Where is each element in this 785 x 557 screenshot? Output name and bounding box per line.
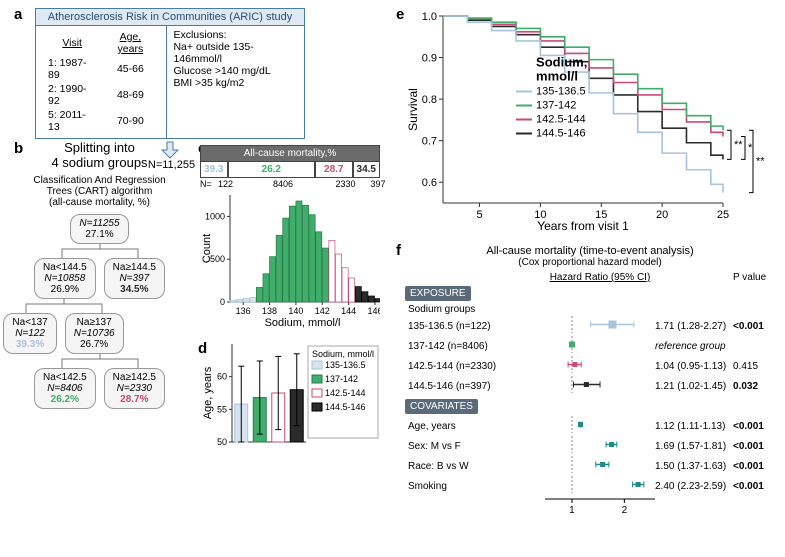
svg-text:0.8: 0.8: [422, 94, 437, 106]
svg-text:1000: 1000: [205, 211, 225, 221]
svg-text:142.5-144: 142.5-144: [325, 388, 366, 398]
svg-text:*: *: [748, 142, 753, 154]
svg-text:55: 55: [217, 404, 227, 414]
svg-text:Sodium, mmol/l: Sodium, mmol/l: [312, 349, 374, 359]
panel-letter-e: e: [396, 6, 404, 23]
svg-text:**: **: [734, 139, 743, 151]
svg-text:0.6: 0.6: [422, 177, 437, 189]
svg-text:0.7: 0.7: [422, 136, 437, 148]
svg-text:1: 1: [569, 505, 575, 516]
cart-node: Na≥142.5N=233028.7%: [104, 368, 165, 409]
panel-f-title: All-cause mortality (time-to-event analy…: [405, 245, 775, 257]
cart-node: Na<137N=12239.3%: [3, 313, 56, 354]
svg-text:146: 146: [367, 306, 380, 316]
svg-text:136: 136: [236, 306, 251, 316]
covariates-section: COVARIATES: [405, 399, 478, 414]
exclusions-title: Exclusions:: [173, 29, 298, 41]
cart-node: N=1125527.1%: [70, 214, 128, 244]
panel-b-sub2: Trees (CART) algorithm: [12, 186, 187, 197]
svg-text:0.9: 0.9: [422, 53, 437, 65]
panel-f-forest: All-cause mortality (time-to-event analy…: [405, 245, 775, 519]
svg-text:Survival: Survival: [406, 88, 420, 131]
panel-f-subtitle: (Cox proportional hazard model): [405, 257, 775, 268]
svg-text:137-142: 137-142: [536, 99, 576, 111]
svg-text:25: 25: [717, 209, 729, 221]
svg-text:144: 144: [341, 306, 356, 316]
svg-text:60: 60: [217, 372, 227, 382]
panel-b-cart-tree: Splitting into 4 sodium groups Classific…: [12, 140, 187, 411]
histogram-svg: 05001000136138140142144146Sodium, mmol/l…: [200, 190, 380, 330]
svg-text:**: **: [756, 155, 765, 167]
panel-d-barchart: 50 55 60Age, years Sodium, mmol/l135-136.5 1…: [200, 340, 380, 450]
panel-letter-f: f: [396, 242, 401, 259]
cart-node: Na<144.5N=1085826.9%: [34, 258, 96, 299]
aric-visits: VisitAge, years1: 1987-8945-662: 1990-92…: [36, 26, 167, 138]
svg-text:Count: Count: [201, 234, 213, 263]
aric-box: Atherosclerosis Risk in Communities (ARI…: [35, 8, 305, 139]
bar-svg: 50 55 60Age, years Sodium, mmol/l135-136.5 1…: [200, 340, 380, 450]
survival-svg: 5101520250.60.70.80.91.0Years from visit…: [405, 8, 765, 233]
svg-text:50: 50: [217, 437, 227, 447]
cart-node: Na≥144.5N=39734.5%: [104, 258, 165, 299]
svg-text:20: 20: [656, 209, 668, 221]
svg-text:140: 140: [288, 306, 303, 316]
svg-text:Sodium,: Sodium,: [536, 54, 587, 69]
panel-letter-a: a: [14, 6, 22, 23]
svg-text:135-136.5: 135-136.5: [325, 360, 366, 370]
panel-e-survival: 5101520250.60.70.80.91.0Years from visit…: [405, 8, 765, 228]
svg-text:mmol/l: mmol/l: [536, 68, 578, 83]
svg-text:144.5-146: 144.5-146: [325, 402, 366, 412]
aric-exclusions: Exclusions: Na+ outside 135-146mmol/lGlu…: [167, 26, 304, 138]
mortality-table: All-cause mortality,% 39.326.228.734.5 N…: [200, 145, 380, 190]
panel-b-sub1: Classification And Regression: [12, 175, 187, 186]
aric-title: Atherosclerosis Risk in Communities (ARI…: [36, 9, 304, 26]
svg-text:Years from visit 1: Years from visit 1: [537, 219, 629, 233]
svg-text:5: 5: [476, 209, 482, 221]
mortality-title: All-cause mortality,%: [200, 145, 380, 162]
svg-text:137-142: 137-142: [325, 374, 358, 384]
panel-b-sub3: (all-cause mortality, %): [12, 197, 187, 208]
svg-text:135-136.5: 135-136.5: [536, 85, 586, 97]
svg-text:2: 2: [622, 505, 628, 516]
svg-text:142: 142: [315, 306, 330, 316]
cart-node: Na≥137N=1073626.7%: [65, 313, 124, 354]
svg-text:1.0: 1.0: [422, 11, 437, 23]
svg-text:0: 0: [220, 297, 225, 307]
panel-c-histogram: All-cause mortality,% 39.326.228.734.5 N…: [200, 145, 380, 330]
cart-node: Na<142.5N=840626.2%: [34, 368, 96, 409]
svg-text:144.5-146: 144.5-146: [536, 127, 586, 139]
svg-text:142.5-144: 142.5-144: [536, 113, 586, 125]
panel-b-title1: Splitting into: [12, 140, 187, 155]
exposure-section: EXPOSURE: [405, 286, 471, 301]
svg-text:138: 138: [262, 306, 277, 316]
svg-text:Sodium, mmol/l: Sodium, mmol/l: [265, 317, 341, 329]
svg-text:Age, years: Age, years: [202, 366, 214, 419]
panel-b-title2: 4 sodium groups: [12, 155, 187, 170]
